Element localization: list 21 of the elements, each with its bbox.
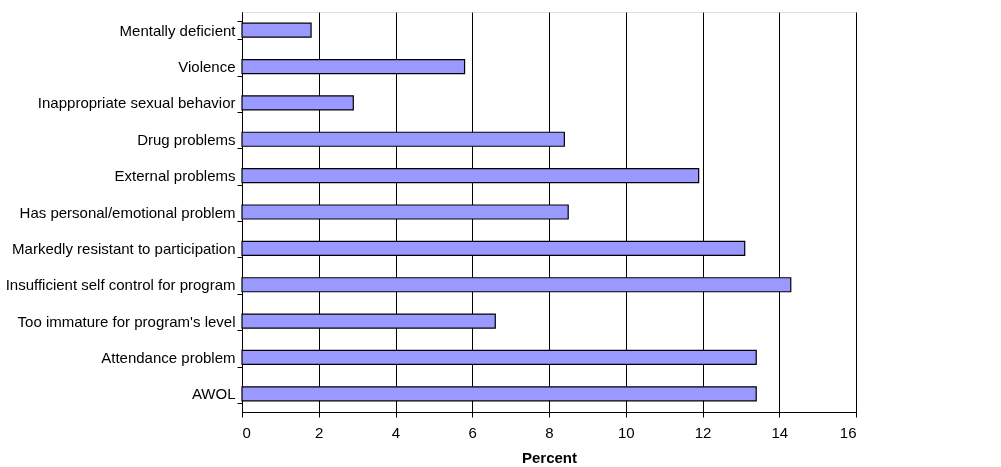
x-tick-label: 6 — [468, 423, 477, 441]
y-tick-label: Markedly resistant to participation — [12, 239, 236, 257]
x-tick-label: 8 — [545, 423, 554, 441]
x-tick-label: 4 — [391, 423, 401, 441]
y-tick-label: Inappropriate sexual behavior — [37, 94, 236, 112]
x-tick-label: 10 — [617, 423, 635, 441]
x-tick-label: 12 — [694, 423, 712, 441]
y-tick-label: Drug problems — [137, 130, 236, 148]
y-tick-label: Attendance problem — [101, 348, 236, 366]
x-axis-title: Percent — [521, 448, 578, 466]
y-tick-label: Insufficient self control for program — [5, 276, 236, 294]
y-tick-label: External problems — [114, 167, 236, 185]
x-tick-label: 16 — [839, 423, 857, 441]
x-tick-label: 2 — [315, 423, 324, 441]
x-tick-label: 0 — [242, 423, 251, 441]
y-tick-label: Violence — [178, 58, 236, 76]
y-tick-label: Too immature for program's level — [17, 312, 236, 330]
y-tick-label: Mentally deficient — [119, 21, 237, 39]
y-tick-label: Has personal/emotional problem — [19, 203, 236, 221]
x-tick-label: 14 — [771, 423, 789, 441]
y-tick-label: AWOL — [191, 385, 236, 403]
